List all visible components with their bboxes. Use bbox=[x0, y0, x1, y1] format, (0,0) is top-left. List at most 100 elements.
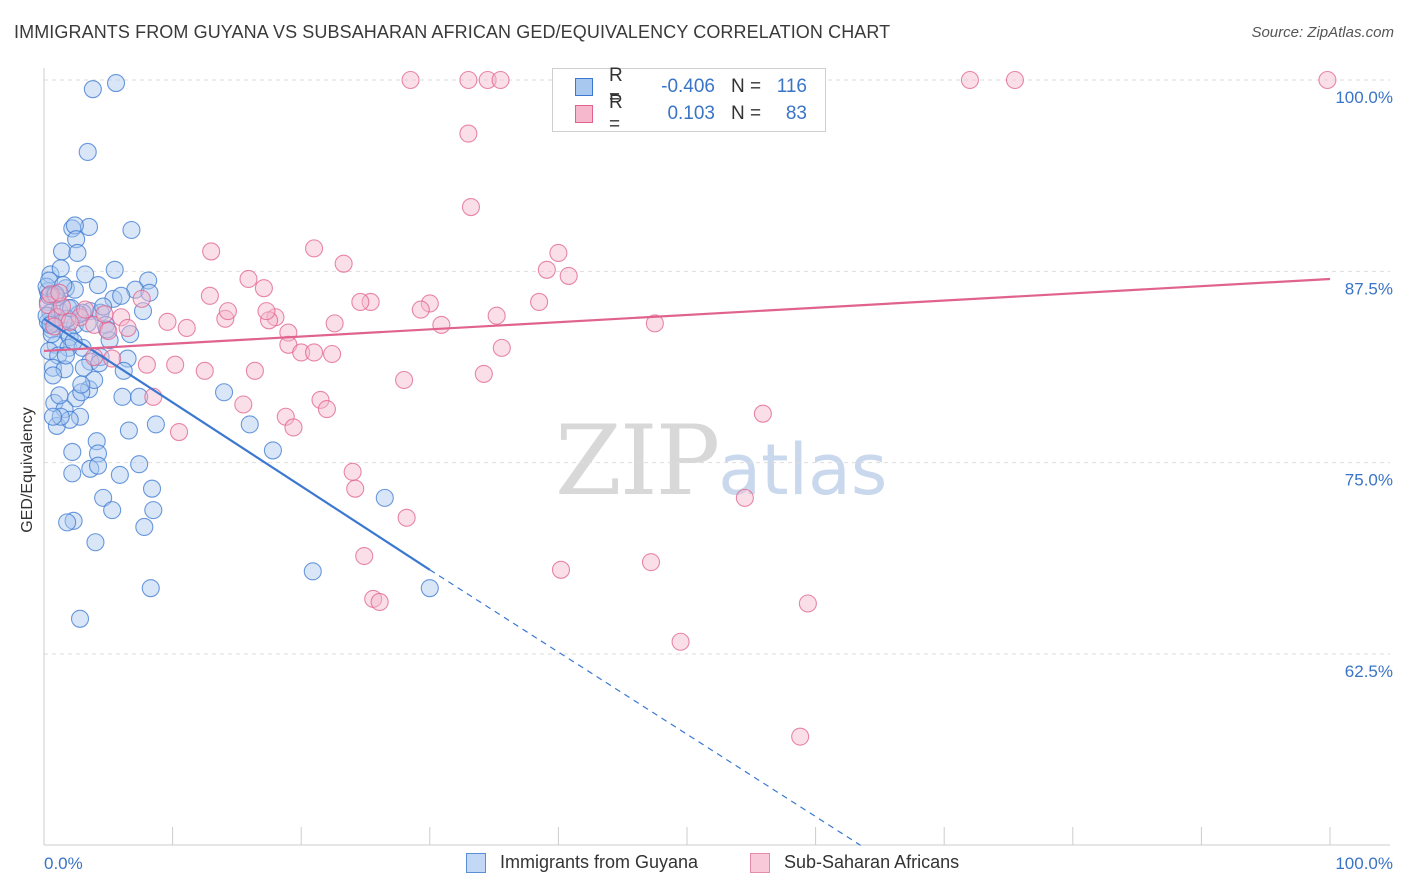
data-point bbox=[254, 279, 273, 298]
data-point bbox=[76, 265, 95, 284]
data-point bbox=[537, 260, 556, 279]
legend-r-value: 0.103 bbox=[667, 103, 715, 124]
data-point bbox=[325, 314, 344, 333]
data-point bbox=[530, 292, 549, 311]
data-point bbox=[305, 343, 324, 362]
data-point bbox=[72, 383, 91, 402]
data-point bbox=[103, 501, 122, 520]
data-point bbox=[234, 395, 253, 414]
data-point bbox=[112, 286, 131, 305]
data-point bbox=[346, 479, 365, 498]
data-point bbox=[132, 289, 151, 308]
data-point bbox=[240, 415, 259, 434]
data-point bbox=[118, 318, 137, 338]
data-point bbox=[100, 331, 119, 350]
data-point bbox=[395, 370, 414, 390]
data-point bbox=[38, 295, 57, 315]
data-point bbox=[257, 302, 276, 321]
legend-row-subsaharan: R = 0.103 N = 83 bbox=[575, 92, 807, 135]
legend-swatch-pink bbox=[575, 105, 593, 123]
data-point bbox=[64, 511, 83, 530]
data-point bbox=[478, 70, 497, 90]
data-point bbox=[1005, 70, 1024, 90]
y-tick-label: 75.0% bbox=[1345, 471, 1393, 490]
data-point bbox=[311, 390, 330, 409]
data-point bbox=[86, 533, 105, 552]
chart-title: IMMIGRANTS FROM GUYANA VS SUBSAHARAN AFR… bbox=[14, 22, 891, 42]
data-point bbox=[361, 292, 380, 311]
data-point bbox=[50, 386, 69, 405]
legend-n-value: 83 bbox=[785, 103, 807, 124]
data-point bbox=[130, 387, 149, 406]
series-subsaharan-points bbox=[38, 70, 1337, 746]
legend-item-guyana[interactable]: Immigrants from Guyana bbox=[466, 852, 698, 873]
trendlines bbox=[43, 277, 1331, 846]
data-point bbox=[67, 230, 86, 249]
data-point bbox=[72, 375, 91, 394]
data-point bbox=[1318, 70, 1337, 90]
legend-item-subsaharan[interactable]: Sub-Saharan Africans bbox=[750, 852, 959, 873]
data-point bbox=[83, 80, 102, 99]
data-point bbox=[492, 338, 511, 357]
data-point bbox=[43, 366, 63, 385]
data-point bbox=[461, 197, 481, 217]
data-point bbox=[95, 305, 114, 324]
data-point bbox=[420, 294, 439, 313]
data-point bbox=[68, 243, 87, 263]
data-point bbox=[122, 220, 141, 240]
data-point bbox=[43, 358, 63, 377]
data-point bbox=[52, 242, 72, 261]
data-point bbox=[397, 508, 416, 527]
legend-label-subsaharan: Sub-Saharan Africans bbox=[784, 852, 960, 872]
data-point bbox=[65, 216, 84, 235]
data-point bbox=[130, 455, 149, 474]
data-point bbox=[370, 592, 389, 612]
data-point bbox=[549, 243, 568, 263]
data-point bbox=[263, 441, 282, 460]
data-point bbox=[88, 444, 108, 463]
data-point bbox=[51, 407, 70, 426]
data-point bbox=[420, 579, 439, 598]
data-point bbox=[355, 546, 374, 566]
series-guyana-points bbox=[37, 74, 439, 628]
data-point bbox=[60, 312, 79, 331]
data-point bbox=[63, 464, 82, 483]
data-point bbox=[334, 254, 353, 273]
data-point bbox=[559, 266, 578, 285]
data-point bbox=[119, 421, 138, 440]
y-tick-label: 62.5% bbox=[1345, 662, 1393, 681]
data-point bbox=[432, 315, 451, 334]
x-tick-label: 0.0% bbox=[44, 854, 83, 873]
trendline-dashed bbox=[429, 569, 861, 846]
trendline-solid bbox=[43, 317, 431, 571]
data-point bbox=[401, 70, 420, 90]
watermark: ZIPatlas bbox=[555, 405, 887, 517]
data-point bbox=[43, 407, 63, 426]
data-point bbox=[137, 355, 156, 374]
y-tick-label: 100.0% bbox=[1335, 88, 1393, 107]
legend-n-label: N = bbox=[731, 103, 762, 124]
data-point bbox=[735, 488, 754, 507]
data-point bbox=[960, 70, 979, 90]
legend-n-label: N = bbox=[731, 76, 762, 97]
legend-row-guyana: R = -0.406 N = 116 bbox=[575, 65, 807, 108]
data-point bbox=[218, 302, 237, 321]
y-tick-labels: 100.0% 87.5% 75.0% 62.5% bbox=[1335, 88, 1393, 681]
legend-n-value: 116 bbox=[776, 76, 807, 97]
legend-swatch-blue bbox=[466, 852, 486, 873]
data-point bbox=[791, 727, 810, 746]
legend-r-value: -0.406 bbox=[661, 76, 715, 97]
data-point bbox=[284, 418, 303, 437]
data-point bbox=[106, 74, 126, 93]
data-point bbox=[177, 318, 196, 338]
data-point bbox=[459, 124, 478, 143]
data-point bbox=[99, 321, 118, 341]
data-point bbox=[195, 361, 214, 380]
data-point bbox=[305, 239, 324, 258]
data-point bbox=[169, 423, 189, 442]
data-point bbox=[202, 242, 221, 261]
data-point bbox=[645, 314, 664, 333]
legend-swatch-blue bbox=[575, 78, 593, 96]
watermark-atlas: atlas bbox=[718, 429, 888, 511]
